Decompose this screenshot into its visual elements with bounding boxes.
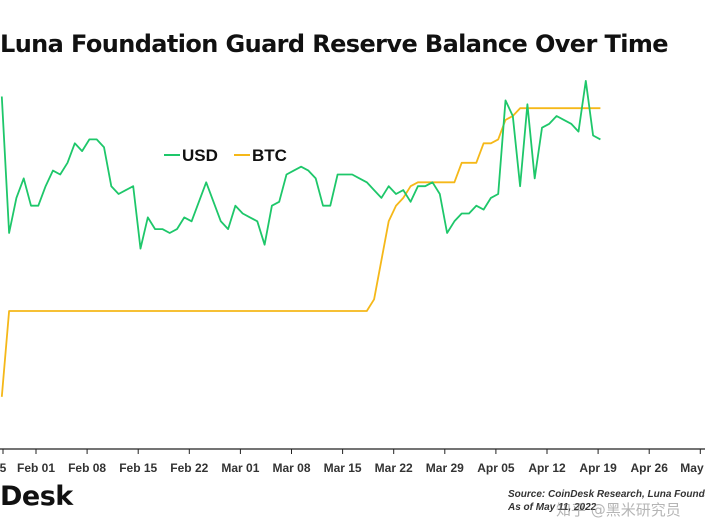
x-tick-label: Apr 05 — [477, 461, 515, 475]
x-tick-label: Apr 26 — [631, 461, 669, 475]
x-tick-label: Feb 08 — [68, 461, 106, 475]
x-tick-label: Apr 19 — [579, 461, 617, 475]
chart-legend: USD BTC — [164, 146, 287, 165]
source-line-1: Source: CoinDesk Research, Luna Foundati… — [508, 489, 705, 500]
series-line-btc — [0, 107, 601, 397]
x-tick-label: Feb 22 — [170, 461, 208, 475]
x-tick-label: May 03 — [680, 461, 705, 475]
coindesk-logo: Desk — [0, 481, 73, 512]
source-note: Source: CoinDesk Research, Luna Foundati… — [508, 488, 705, 514]
legend-label-btc: BTC — [252, 146, 287, 165]
x-tick-label: Mar 15 — [324, 461, 362, 475]
x-axis: 5 Feb 01 Feb 08 Feb 15 Feb 22 Mar 01 Mar 08 Mar… — [0, 448, 705, 475]
x-tick-label: 5 — [0, 461, 7, 475]
watermark: 知乎 @黑米研究员 — [556, 501, 681, 519]
x-tick-label: Mar 29 — [426, 461, 464, 475]
x-tick-label: Feb 01 — [17, 461, 55, 475]
chart-title: Luna Foundation Guard Reserve Balance Ov… — [0, 30, 669, 58]
x-tick-label: Mar 01 — [221, 461, 259, 475]
legend-label-usd: USD — [182, 146, 218, 165]
series-layer — [0, 80, 601, 397]
source-line-2: As of May 11, 2022 — [508, 502, 597, 513]
x-tick-label: Mar 22 — [375, 461, 413, 475]
x-tick-label: Feb 15 — [119, 461, 157, 475]
x-tick-label: Mar 08 — [272, 461, 310, 475]
x-tick-label: Apr 12 — [528, 461, 566, 475]
series-line-usd — [0, 80, 601, 250]
